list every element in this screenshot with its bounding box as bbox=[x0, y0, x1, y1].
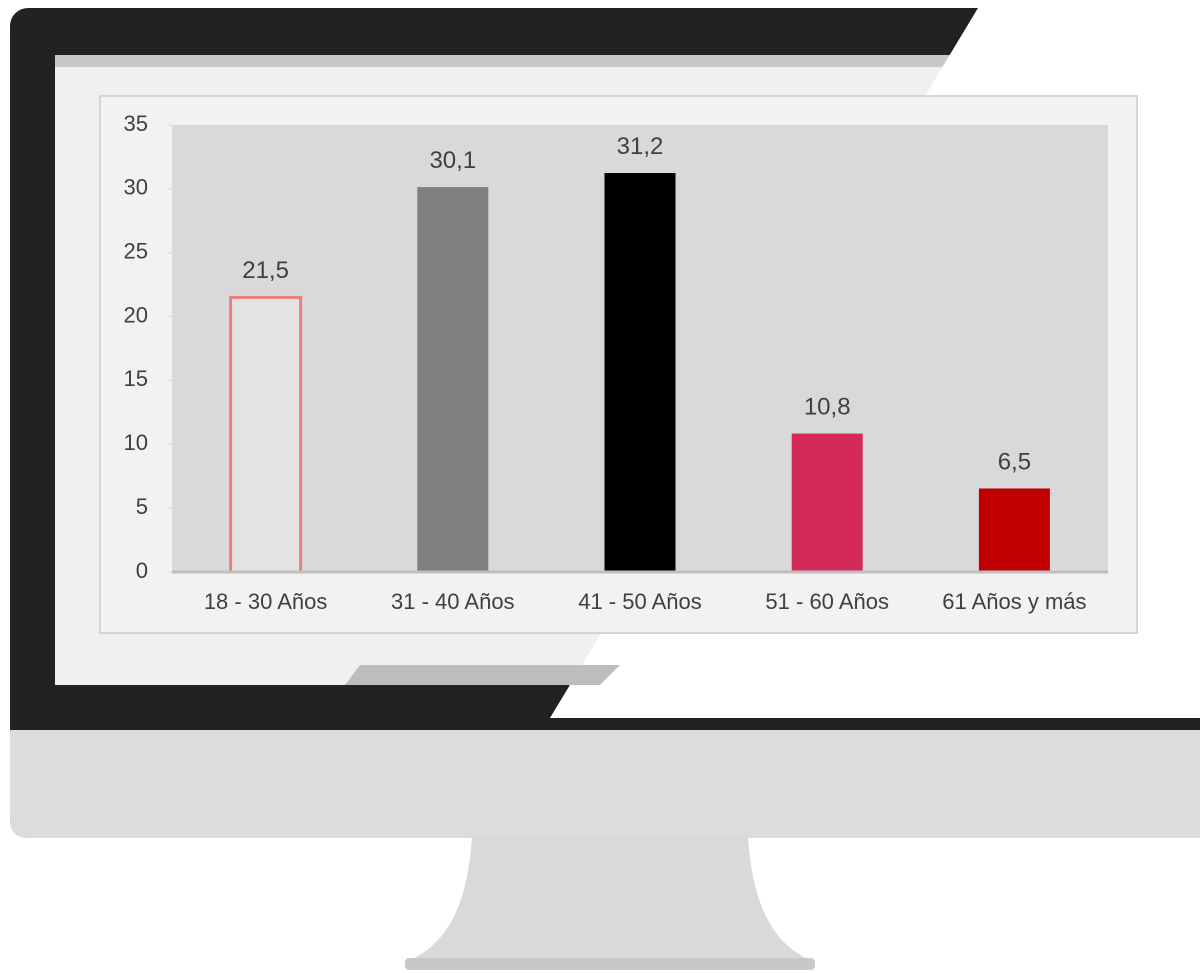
bar bbox=[229, 295, 303, 574]
y-tick-label: 15 bbox=[124, 366, 148, 391]
bar bbox=[604, 173, 676, 573]
y-tick-label: 20 bbox=[124, 302, 148, 327]
x-tick-label: 61 Años y más bbox=[942, 589, 1086, 614]
y-tick-label: 35 bbox=[124, 111, 148, 136]
data-label: 6,5 bbox=[998, 448, 1031, 475]
chart: 0 5 10 15 20 25 30 35 18 - 30 Años 21,5 31 - 40 Añ… bbox=[124, 111, 1108, 614]
monitor-chin bbox=[10, 730, 1200, 838]
bar bbox=[791, 433, 863, 573]
y-tick-label: 25 bbox=[124, 239, 148, 264]
data-label: 10,8 bbox=[804, 393, 851, 420]
bar bbox=[978, 488, 1050, 573]
data-label: 21,5 bbox=[242, 257, 289, 284]
y-tick-label: 0 bbox=[136, 558, 148, 583]
data-label: 30,1 bbox=[429, 147, 476, 174]
data-label: 31,2 bbox=[617, 133, 664, 160]
x-tick-label: 31 - 40 Años bbox=[391, 589, 515, 614]
x-tick-label: 41 - 50 Años bbox=[578, 589, 702, 614]
y-tick-label: 30 bbox=[124, 175, 148, 200]
monitor-base bbox=[405, 958, 815, 970]
bar bbox=[417, 187, 489, 573]
x-tick-label: 18 - 30 Años bbox=[204, 589, 328, 614]
y-tick-label: 10 bbox=[124, 430, 148, 455]
y-tick-label: 5 bbox=[136, 494, 148, 519]
x-tick-label: 51 - 60 Años bbox=[765, 589, 889, 614]
screen-shadow bbox=[345, 665, 620, 685]
screen-band bbox=[55, 55, 955, 67]
monitor-stand bbox=[405, 836, 815, 962]
